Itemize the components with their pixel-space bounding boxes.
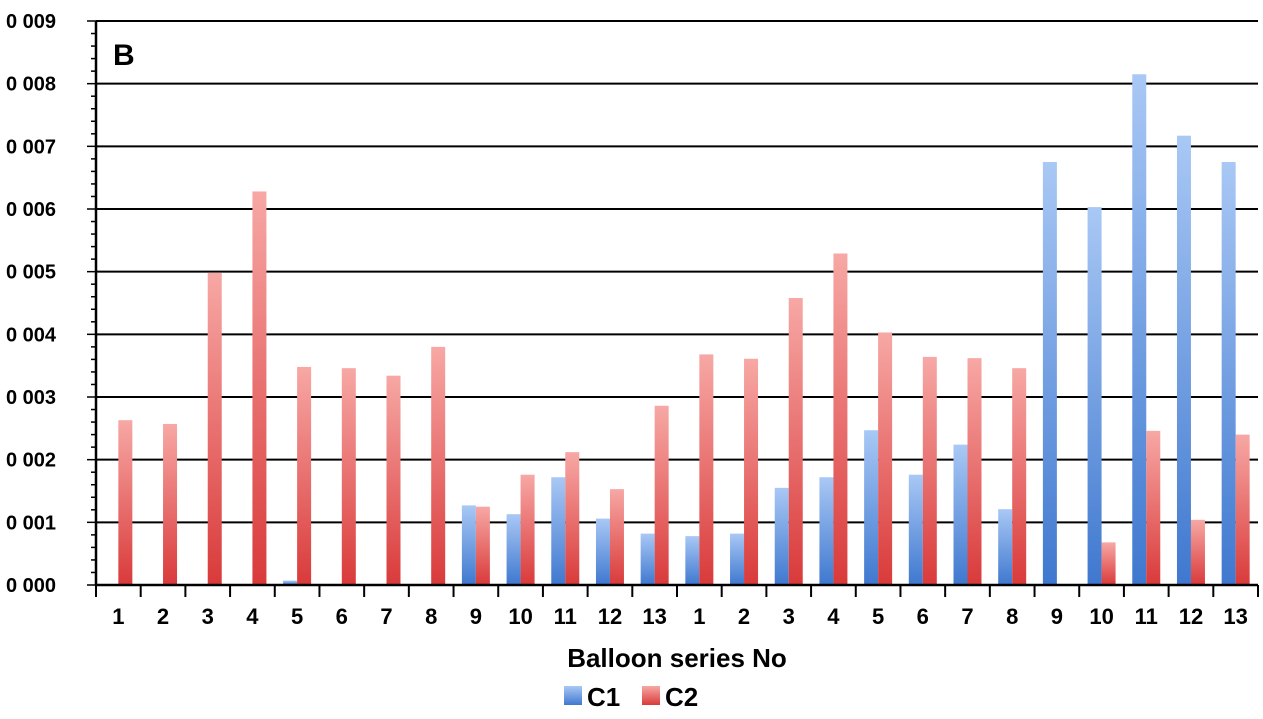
bar-c1 <box>953 444 968 585</box>
y-tick-label: 0 006 <box>6 199 56 221</box>
bar-c1 <box>1221 162 1236 585</box>
panel-label: B <box>113 39 135 72</box>
bar-c1 <box>1042 162 1057 585</box>
x-tick-label: 4 <box>827 604 840 629</box>
bar-c2 <box>431 346 446 585</box>
bar-c2 <box>565 452 580 585</box>
bar-c2 <box>341 368 356 585</box>
y-tick-label: 0 004 <box>6 324 57 346</box>
y-tick-label: 0 005 <box>6 262 56 284</box>
x-tick-label: 1 <box>693 604 705 629</box>
bar-c2 <box>1190 519 1205 585</box>
x-tick-label: 11 <box>1135 604 1158 629</box>
x-tick-label: 8 <box>1006 604 1018 629</box>
bar-c1 <box>908 474 923 585</box>
x-tick-label: 12 <box>598 604 622 629</box>
bar-c1 <box>819 477 834 585</box>
bar-c1 <box>685 536 700 585</box>
bar-c1 <box>998 509 1013 585</box>
bar-c2 <box>1101 542 1116 585</box>
legend-swatch-c2 <box>642 686 660 705</box>
y-tick-label: 0 008 <box>6 74 56 96</box>
bar-c2 <box>609 489 624 585</box>
bar-c1 <box>506 514 521 585</box>
y-tick-label: 0 003 <box>6 387 56 409</box>
x-tick-label: 10 <box>1089 604 1113 629</box>
x-tick-label: 2 <box>738 604 750 629</box>
legend-label-c2: C2 <box>665 682 698 712</box>
x-tick-label: 5 <box>872 604 884 629</box>
bar-c2 <box>1012 368 1027 585</box>
bar-c1 <box>1087 207 1102 585</box>
bar-c2 <box>163 423 178 585</box>
x-tick-label: 5 <box>291 604 303 629</box>
y-tick-label: 0 007 <box>6 136 56 158</box>
x-tick-label: 7 <box>380 604 392 629</box>
x-tick-label: 13 <box>642 604 666 629</box>
bar-c2 <box>118 420 133 585</box>
x-tick-label: 6 <box>917 604 929 629</box>
bar-c2 <box>833 253 848 585</box>
x-tick-label: 3 <box>783 604 795 629</box>
y-tick-label: 0 002 <box>6 450 56 472</box>
x-tick-label: 9 <box>470 604 482 629</box>
bar-c1 <box>283 580 298 585</box>
x-tick-label: 3 <box>202 604 214 629</box>
x-tick-label: 2 <box>157 604 169 629</box>
x-tick-label: 8 <box>425 604 437 629</box>
bar-c1 <box>1176 135 1191 585</box>
legend-label-c1: C1 <box>587 682 620 712</box>
bar-c2 <box>297 366 312 585</box>
bar-c2 <box>878 332 893 585</box>
x-tick-label: 13 <box>1223 604 1247 629</box>
bar-c2 <box>654 405 669 585</box>
bar-c2 <box>967 358 982 585</box>
bar-c1 <box>730 533 745 585</box>
bar-c2 <box>252 191 267 585</box>
x-tick-label: 11 <box>554 604 577 629</box>
bar-c1 <box>595 518 610 585</box>
bar-c1 <box>551 477 566 585</box>
bars <box>118 74 1250 586</box>
x-tick-label: 12 <box>1179 604 1203 629</box>
x-tick-label: 7 <box>961 604 973 629</box>
bar-c2 <box>699 354 714 585</box>
bar-c1 <box>864 430 879 585</box>
y-tick-label: 0 009 <box>6 11 56 33</box>
x-tick-label: 6 <box>336 604 348 629</box>
bar-c1 <box>1132 74 1147 586</box>
bar-c2 <box>1235 434 1250 585</box>
bar-c2 <box>744 358 759 585</box>
x-tick-label: 10 <box>508 604 532 629</box>
bar-c2 <box>207 272 222 585</box>
bar-c2 <box>922 356 937 585</box>
legend: C1 C2 <box>564 682 698 712</box>
bar-c1 <box>461 505 476 585</box>
x-tick-label: 4 <box>246 604 259 629</box>
bar-c2 <box>1146 430 1161 585</box>
x-axis-title: Balloon series No <box>567 643 787 673</box>
legend-swatch-c1 <box>564 686 582 705</box>
bar-c2 <box>386 375 401 585</box>
bar-c1 <box>774 487 789 585</box>
gridlines <box>96 20 1258 524</box>
bar-c2 <box>520 474 535 585</box>
axes: 0 000 0 001 0 002 0 003 0 004 0 005 0 006 0 007… <box>6 11 1259 629</box>
x-tick-label: 9 <box>1051 604 1063 629</box>
bar-c2 <box>475 506 490 585</box>
x-tick-label: 1 <box>112 604 124 629</box>
y-tick-label: 0 000 <box>6 575 56 597</box>
y-tick-label: 0 001 <box>6 512 56 534</box>
bar-c1 <box>640 533 655 585</box>
bar-c2 <box>788 297 803 585</box>
